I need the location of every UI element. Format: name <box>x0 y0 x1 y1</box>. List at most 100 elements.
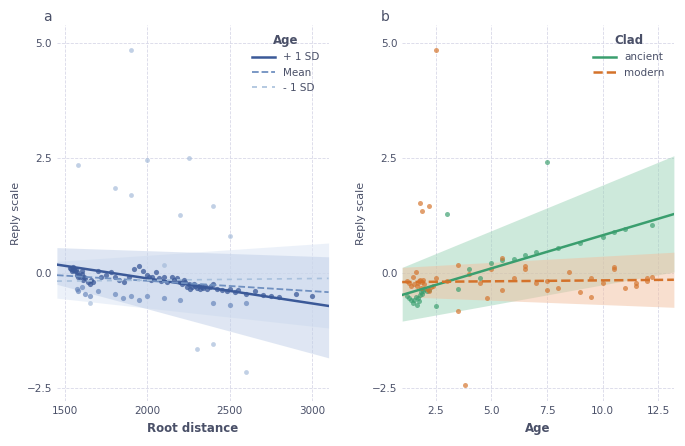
Point <box>486 259 497 266</box>
Point <box>414 298 425 305</box>
Point <box>175 212 186 219</box>
Point <box>241 299 252 306</box>
Point <box>416 278 427 285</box>
Point <box>105 268 116 276</box>
Point <box>101 272 112 279</box>
Point <box>586 293 597 300</box>
Point <box>191 284 202 291</box>
Point <box>71 266 82 273</box>
Point <box>541 277 552 285</box>
Point <box>409 296 420 303</box>
Point <box>84 292 95 299</box>
Point <box>608 264 619 271</box>
Point <box>117 294 128 301</box>
Point <box>418 276 429 283</box>
Point <box>78 276 89 283</box>
Point <box>597 233 608 240</box>
Point <box>416 290 427 297</box>
Point <box>409 281 420 288</box>
Point <box>73 161 84 169</box>
Point <box>430 46 441 54</box>
Point <box>412 279 423 286</box>
Point <box>412 294 423 301</box>
Point <box>134 262 145 269</box>
Point <box>497 255 508 262</box>
Point <box>183 281 194 288</box>
Point <box>290 290 301 297</box>
Point <box>441 211 452 218</box>
Point <box>162 278 173 285</box>
Point <box>158 274 169 281</box>
Point <box>96 274 107 281</box>
Point <box>208 202 219 210</box>
Point <box>631 279 642 286</box>
Point <box>452 307 463 314</box>
Point <box>428 282 439 289</box>
Point <box>186 283 197 290</box>
Point <box>266 292 277 299</box>
Point <box>75 273 86 280</box>
Point <box>408 274 419 281</box>
Point <box>79 275 90 282</box>
Point <box>195 285 206 293</box>
Point <box>608 229 619 236</box>
Point <box>541 287 552 294</box>
Point <box>150 268 161 276</box>
Point <box>416 289 427 296</box>
Point <box>241 368 252 375</box>
Point <box>153 275 164 282</box>
Point <box>76 283 87 290</box>
Point <box>441 277 452 285</box>
Point <box>172 275 183 282</box>
Point <box>631 282 642 289</box>
Point <box>416 284 427 291</box>
Point <box>208 340 219 347</box>
Legend: ancient, modern: ancient, modern <box>588 30 669 82</box>
Point <box>109 184 120 191</box>
Point <box>224 232 235 240</box>
Point <box>258 291 269 298</box>
Point <box>124 274 135 281</box>
Point <box>497 256 508 264</box>
Point <box>411 282 422 289</box>
Point <box>142 157 153 164</box>
Point <box>208 281 219 288</box>
Point <box>109 290 120 297</box>
Point <box>597 279 608 286</box>
Point <box>519 266 530 273</box>
Point <box>464 270 475 277</box>
Point <box>77 270 88 277</box>
Point <box>249 288 260 295</box>
Point <box>642 277 653 285</box>
Point <box>180 278 191 285</box>
Point <box>183 154 194 161</box>
Point <box>486 266 497 273</box>
Point <box>64 265 75 272</box>
Point <box>119 278 130 285</box>
Point <box>142 292 153 299</box>
Point <box>575 240 586 247</box>
Point <box>199 282 210 289</box>
Point <box>274 293 285 300</box>
Point <box>109 274 120 281</box>
Point <box>70 268 81 275</box>
Point <box>401 292 412 299</box>
Point <box>114 276 125 283</box>
Point <box>497 287 508 294</box>
Point <box>197 283 208 290</box>
Point <box>72 268 83 276</box>
Point <box>541 158 552 165</box>
Point <box>425 283 436 290</box>
Point <box>134 297 145 304</box>
Point <box>169 276 179 283</box>
Legend: + 1 SD, Mean, - 1 SD: + 1 SD, Mean, - 1 SD <box>247 30 323 97</box>
Point <box>586 275 597 282</box>
Point <box>158 261 169 268</box>
Point <box>464 266 475 273</box>
Point <box>191 345 202 352</box>
Point <box>619 284 630 291</box>
Point <box>137 267 148 274</box>
Point <box>423 202 434 210</box>
Point <box>201 285 212 293</box>
Point <box>73 274 84 281</box>
